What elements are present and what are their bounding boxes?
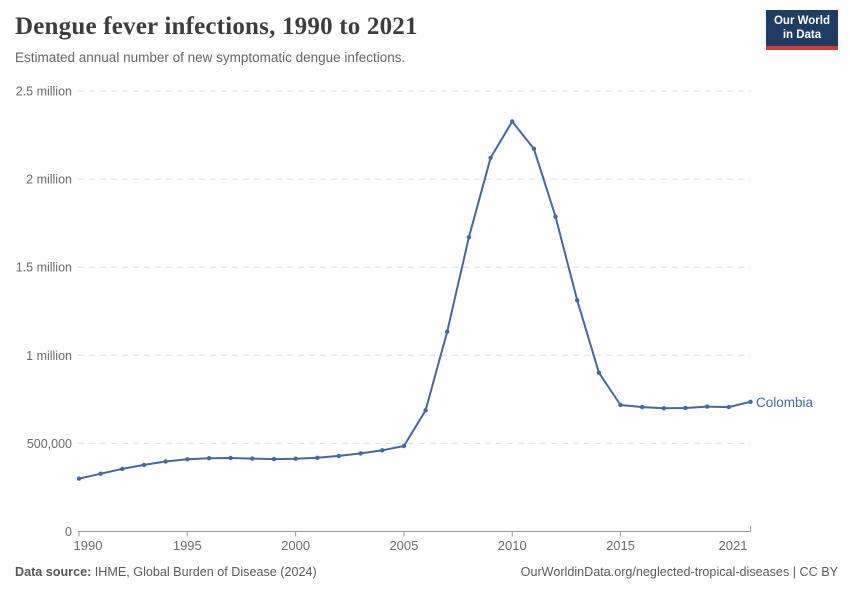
data-point	[575, 298, 580, 303]
x-tick-label: 2021	[719, 538, 748, 553]
data-point	[336, 453, 342, 459]
data-point	[98, 471, 103, 476]
x-tick-label: 2000	[281, 538, 310, 553]
data-point	[228, 455, 233, 461]
data-point	[683, 405, 688, 411]
y-tick-label: 1 million	[26, 349, 72, 363]
x-axis	[78, 526, 751, 537]
data-point	[445, 329, 450, 334]
data-point	[401, 443, 407, 449]
data-point	[726, 404, 731, 410]
chart-title: Dengue fever infections, 1990 to 2021	[15, 13, 418, 40]
logo-line-2: in Data	[782, 28, 822, 41]
data-point	[293, 456, 298, 461]
data-point	[358, 451, 363, 456]
gridlines	[78, 90, 751, 444]
data-point	[466, 235, 472, 240]
x-tick-label: 1995	[173, 538, 202, 553]
chart-footer: Data source: IHME, Global Burden of Dise…	[15, 565, 838, 579]
data-source: Data source: IHME, Global Burden of Dise…	[15, 565, 317, 579]
data-point	[531, 146, 537, 151]
data-point	[748, 399, 753, 404]
owid-url-license-link[interactable]: OurWorldinData.org/neglected-tropical-di…	[520, 565, 838, 579]
data-source-value: IHME, Global Burden of Disease (2024)	[94, 565, 317, 579]
x-tick-label: 2010	[498, 538, 527, 553]
y-tick-label: 2.5 million	[16, 85, 72, 99]
data-point	[185, 457, 190, 462]
data-point	[315, 455, 320, 460]
y-tick-label: 1.5 million	[16, 261, 72, 275]
data-point	[510, 119, 515, 124]
data-points	[76, 119, 753, 481]
x-tick-label: 2005	[389, 538, 418, 553]
x-tick-label: 1990	[74, 538, 103, 553]
data-point	[488, 155, 493, 160]
x-axis-labels: 1990 1995 2000 2005 2010 2015 2021	[74, 538, 748, 553]
logo-line-1: Our World	[773, 15, 830, 27]
line-series-colombia	[78, 120, 752, 480]
data-point	[141, 462, 147, 468]
data-point	[661, 406, 667, 411]
y-tick-label: 0	[65, 525, 72, 539]
data-point	[206, 456, 212, 461]
data-point	[596, 370, 602, 375]
y-tick-label: 2 million	[26, 173, 72, 187]
x-tick-label: 2015	[606, 538, 635, 553]
y-tick-label: 500,000	[27, 437, 72, 451]
series-label-colombia: Colombia	[756, 395, 814, 410]
chart-subtitle: Estimated annual number of new symptomat…	[15, 50, 406, 65]
data-point	[553, 214, 558, 219]
data-point	[120, 466, 125, 472]
data-point	[250, 456, 255, 461]
owid-logo[interactable]: Our World in Data	[765, 10, 838, 50]
data-point	[76, 476, 82, 481]
data-point	[618, 402, 623, 408]
data-point	[423, 408, 428, 413]
data-source-label: Data source:	[15, 565, 92, 579]
data-point	[380, 448, 385, 453]
data-point	[705, 404, 710, 409]
y-axis-labels: 0 500,000 1 million 1.5 million 2 million 2.5…	[16, 85, 72, 540]
data-point	[163, 459, 168, 464]
data-point	[640, 404, 645, 410]
data-point	[271, 456, 277, 462]
